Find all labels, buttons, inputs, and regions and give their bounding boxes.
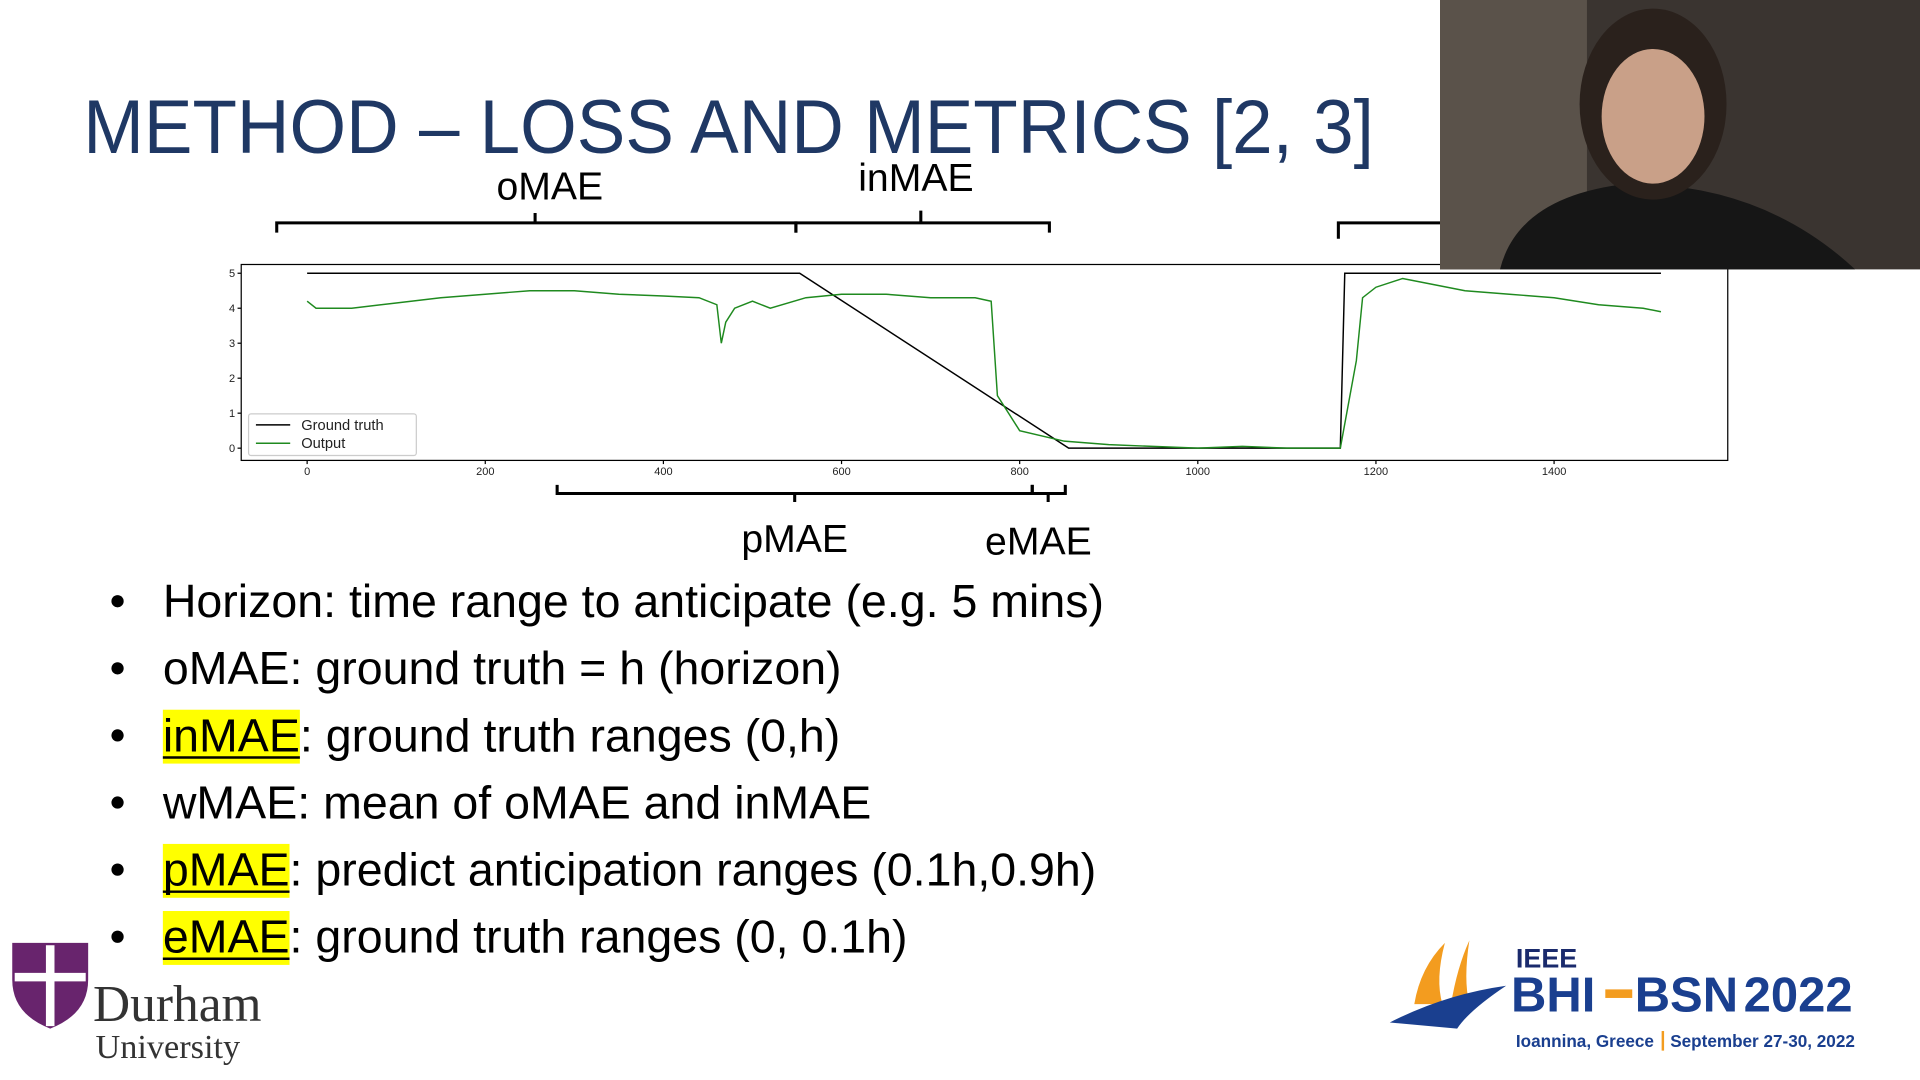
conference-year: 2022 bbox=[1744, 968, 1853, 1022]
conference-logo: IEEE BHI BSN 2022 Ioannina, Greece Septe… bbox=[1389, 940, 1855, 1051]
bullet-term: Horizon bbox=[163, 575, 323, 627]
bullet-text: : ground truth = h (horizon) bbox=[290, 642, 842, 694]
chart: 0 200 400 600 800 1000 1200 1400 0 1 2 3 4 5 Ground tr… bbox=[229, 268, 1662, 478]
bullet-text: : predict anticipation ranges (0.1h,0.9h… bbox=[290, 844, 1097, 896]
university-logo: Durham University bbox=[12, 942, 262, 1066]
logo-separator bbox=[1661, 1031, 1665, 1051]
bullet-text: : ground truth ranges (0, 0.1h) bbox=[290, 911, 908, 963]
x-tick-label: 1000 bbox=[1186, 466, 1211, 478]
bullet-text: : mean of oMAE and inMAE bbox=[297, 776, 871, 828]
x-tick-label: 1200 bbox=[1364, 466, 1389, 478]
conference-name: BSN bbox=[1635, 968, 1738, 1022]
x-tick-label: 400 bbox=[654, 466, 672, 478]
legend-box bbox=[247, 413, 417, 457]
y-tick-label: 2 bbox=[229, 373, 235, 385]
bracket-inmae bbox=[794, 210, 1051, 233]
bullet-dot bbox=[111, 662, 124, 675]
x-tick-label: 800 bbox=[1010, 466, 1028, 478]
y-tick-label: 4 bbox=[229, 303, 235, 315]
y-tick-label: 0 bbox=[229, 443, 235, 455]
university-sub: University bbox=[96, 1028, 241, 1066]
bullet-dot bbox=[111, 729, 124, 742]
bullet-term: oMAE bbox=[163, 642, 290, 694]
highlight bbox=[162, 843, 290, 898]
annotation: pMAE bbox=[741, 518, 848, 561]
logo-sails bbox=[1414, 940, 1470, 1005]
webcam bbox=[1440, 0, 1920, 270]
line-series bbox=[306, 277, 1662, 449]
university-name: Durham bbox=[93, 976, 261, 1033]
webcam-body bbox=[1500, 183, 1856, 270]
bullet-dot bbox=[111, 595, 124, 608]
bullet-dot bbox=[111, 863, 124, 876]
bullet-text: : ground truth ranges (0,h) bbox=[300, 709, 840, 761]
brackets bbox=[275, 210, 1445, 503]
annotation: inMAE bbox=[858, 157, 973, 200]
conference-org: IEEE bbox=[1516, 943, 1577, 973]
bullet-dot bbox=[111, 796, 124, 809]
slide-title: METHOD – LOSS AND METRICS [2, 3] bbox=[83, 85, 1374, 170]
x-tick-label: 200 bbox=[476, 466, 494, 478]
bracket-emae bbox=[1030, 484, 1067, 503]
y-tick-label: 5 bbox=[229, 268, 235, 280]
x-tick-label: 600 bbox=[832, 466, 850, 478]
conference-dates: September 27-30, 2022 bbox=[1670, 1031, 1855, 1051]
bracket-right bbox=[1336, 221, 1445, 239]
bullet-dot bbox=[111, 930, 124, 943]
legend-label: Output bbox=[301, 436, 345, 452]
legend-label: Ground truth bbox=[301, 418, 383, 434]
shield-cross bbox=[14, 945, 86, 1027]
highlight bbox=[162, 709, 300, 764]
highlight bbox=[162, 911, 290, 965]
logo-dash bbox=[1605, 989, 1633, 998]
bullet-term: inMAE bbox=[163, 709, 300, 761]
bullet-term: eMAE bbox=[163, 911, 290, 963]
logo-ship bbox=[1389, 985, 1507, 1029]
bullet-term: wMAE bbox=[162, 776, 297, 828]
bullet-list: Horizon: time range to anticipate (e.g. … bbox=[111, 575, 1104, 965]
conference-name: BHI bbox=[1511, 968, 1595, 1022]
annotation: eMAE bbox=[985, 521, 1092, 564]
x-tick-label: 0 bbox=[304, 466, 310, 478]
conference-place: Ioannina, Greece bbox=[1516, 1031, 1654, 1051]
y-tick-label: 1 bbox=[229, 408, 235, 420]
bullet-text: : time range to anticipate (e.g. 5 mins) bbox=[323, 575, 1104, 627]
webcam-face bbox=[1601, 48, 1705, 184]
x-tick-label: 1400 bbox=[1542, 466, 1567, 478]
y-tick-label: 3 bbox=[229, 338, 235, 350]
plot-area bbox=[240, 263, 1729, 462]
bullet-term: pMAE bbox=[163, 844, 290, 896]
annotation: oMAE bbox=[496, 166, 603, 209]
